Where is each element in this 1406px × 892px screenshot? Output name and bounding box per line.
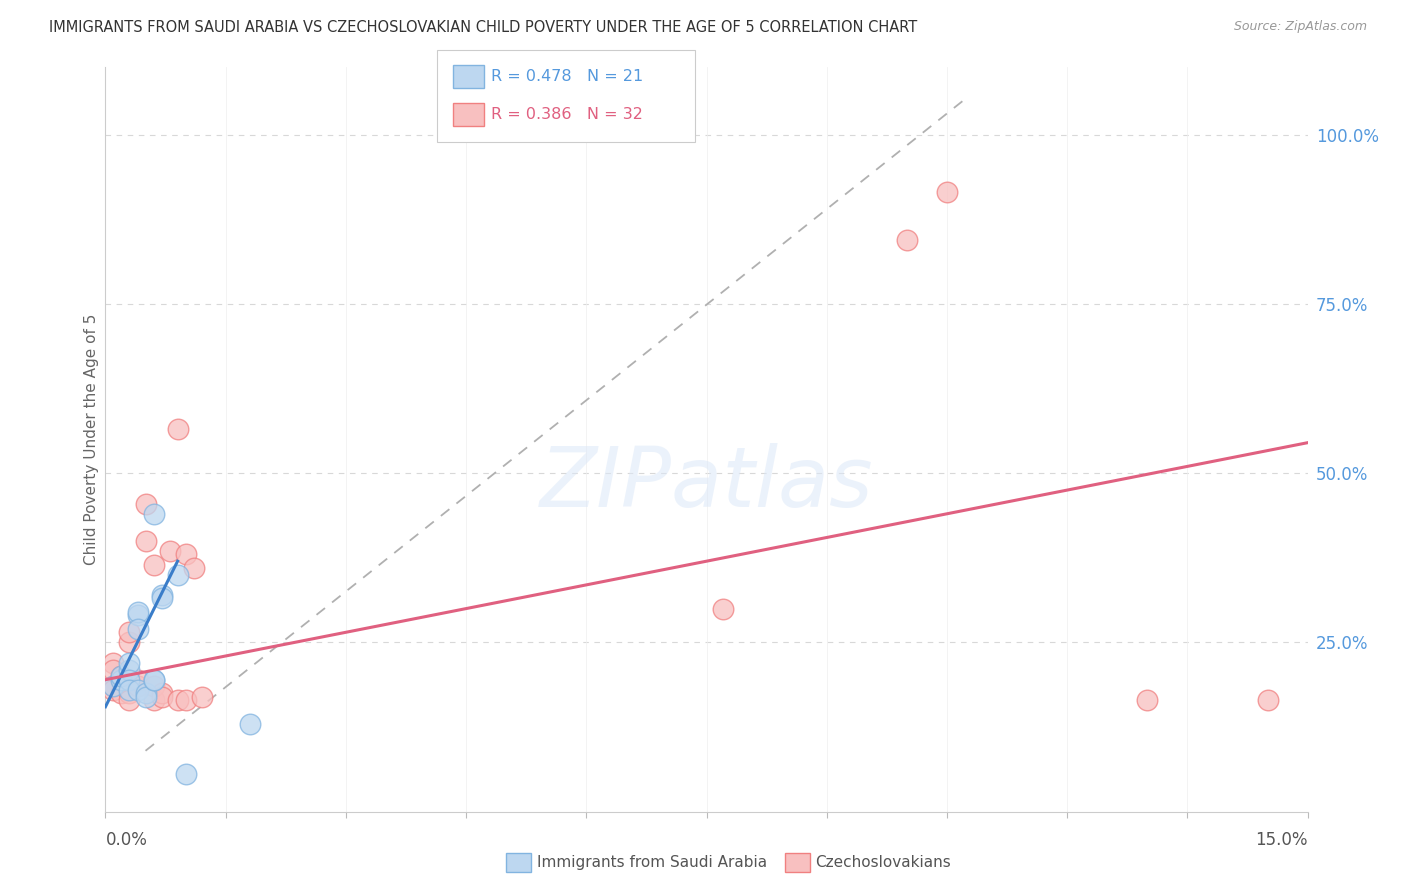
Text: R = 0.478   N = 21: R = 0.478 N = 21 bbox=[491, 70, 643, 84]
Point bbox=[150, 690, 173, 704]
Point bbox=[103, 656, 125, 670]
Point bbox=[118, 686, 141, 700]
Point bbox=[150, 591, 173, 606]
Point bbox=[118, 693, 141, 707]
Point bbox=[174, 767, 197, 781]
Point bbox=[936, 185, 959, 199]
Point bbox=[142, 693, 165, 707]
Point bbox=[118, 663, 141, 677]
Point bbox=[150, 686, 173, 700]
Text: R = 0.386   N = 32: R = 0.386 N = 32 bbox=[491, 107, 643, 121]
Point bbox=[135, 497, 157, 511]
Point bbox=[166, 422, 188, 436]
Point bbox=[190, 690, 212, 704]
Point bbox=[110, 686, 132, 700]
Point bbox=[103, 680, 125, 694]
Point bbox=[127, 680, 149, 694]
Point bbox=[142, 558, 165, 572]
Point bbox=[1257, 693, 1279, 707]
Point bbox=[142, 680, 165, 694]
Text: Source: ZipAtlas.com: Source: ZipAtlas.com bbox=[1233, 20, 1367, 33]
Point bbox=[110, 669, 132, 683]
Point bbox=[118, 682, 141, 697]
Point bbox=[135, 690, 157, 704]
Point bbox=[142, 507, 165, 521]
Point bbox=[103, 663, 125, 677]
Y-axis label: Child Poverty Under the Age of 5: Child Poverty Under the Age of 5 bbox=[84, 314, 98, 565]
Point bbox=[166, 567, 188, 582]
Point bbox=[127, 673, 149, 687]
Point bbox=[118, 656, 141, 670]
Point bbox=[127, 605, 149, 619]
Point bbox=[1136, 693, 1159, 707]
Point bbox=[110, 669, 132, 683]
Point bbox=[118, 635, 141, 649]
Point bbox=[159, 544, 181, 558]
Text: Czechoslovakians: Czechoslovakians bbox=[815, 855, 952, 870]
Point bbox=[127, 608, 149, 623]
Point bbox=[135, 686, 157, 700]
Point bbox=[142, 673, 165, 687]
Point bbox=[174, 548, 197, 562]
Point bbox=[127, 622, 149, 636]
Point bbox=[127, 682, 149, 697]
Point bbox=[239, 716, 262, 731]
Point bbox=[166, 693, 188, 707]
Text: ZIPatlas: ZIPatlas bbox=[540, 443, 873, 524]
Point bbox=[103, 680, 125, 694]
Point bbox=[174, 693, 197, 707]
Point bbox=[118, 673, 141, 687]
Point bbox=[142, 673, 165, 687]
Point bbox=[150, 588, 173, 602]
Point bbox=[896, 233, 918, 247]
Point bbox=[110, 673, 132, 687]
Text: IMMIGRANTS FROM SAUDI ARABIA VS CZECHOSLOVAKIAN CHILD POVERTY UNDER THE AGE OF 5: IMMIGRANTS FROM SAUDI ARABIA VS CZECHOSL… bbox=[49, 20, 918, 35]
Point bbox=[183, 561, 205, 575]
Point bbox=[135, 533, 157, 548]
Point bbox=[118, 625, 141, 640]
Text: 0.0%: 0.0% bbox=[105, 831, 148, 849]
Text: 15.0%: 15.0% bbox=[1256, 831, 1308, 849]
Point bbox=[711, 601, 734, 615]
Point bbox=[103, 682, 125, 697]
Point bbox=[110, 673, 132, 687]
Text: Immigrants from Saudi Arabia: Immigrants from Saudi Arabia bbox=[537, 855, 768, 870]
